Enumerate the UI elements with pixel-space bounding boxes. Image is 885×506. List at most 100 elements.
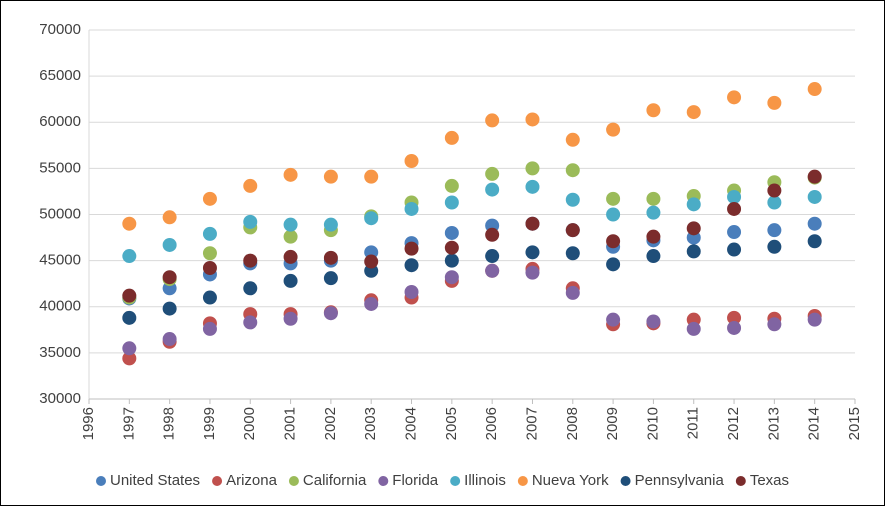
point (485, 249, 500, 264)
point (444, 130, 459, 145)
point (565, 163, 580, 178)
x-tick-label: 2003 (362, 407, 379, 440)
point (122, 216, 137, 231)
point (243, 315, 258, 330)
point (283, 311, 298, 326)
legend-label: California (303, 472, 367, 489)
point (767, 317, 782, 332)
x-tick-label: 2008 (564, 407, 581, 440)
x-tick-label: 2013 (765, 407, 782, 440)
point (122, 341, 137, 356)
point (162, 270, 177, 285)
point (525, 112, 540, 127)
point (767, 183, 782, 198)
point (404, 153, 419, 168)
point (646, 191, 661, 206)
point (565, 246, 580, 261)
y-tick-label: 55000 (39, 159, 81, 176)
legend-label: Pennsylvania (635, 472, 725, 489)
legend-marker (620, 476, 631, 486)
point (202, 261, 217, 276)
point (202, 226, 217, 241)
point (323, 169, 338, 184)
point (444, 240, 459, 255)
point (243, 281, 258, 296)
point (122, 249, 137, 264)
point (606, 312, 621, 327)
point (686, 197, 701, 212)
legend-label: United States (110, 472, 200, 489)
point (646, 314, 661, 329)
point (646, 229, 661, 244)
point (404, 284, 419, 299)
point (727, 225, 742, 240)
point (323, 250, 338, 265)
y-tick-label: 60000 (39, 113, 81, 130)
point (485, 263, 500, 278)
point (606, 234, 621, 249)
x-tick-label: 2001 (282, 407, 299, 440)
point (727, 90, 742, 105)
point (767, 95, 782, 110)
point (686, 244, 701, 259)
point (202, 246, 217, 261)
point (122, 310, 137, 325)
point (202, 290, 217, 305)
x-tick-label: 2010 (644, 407, 661, 440)
legend-label: Florida (392, 472, 439, 489)
point (525, 245, 540, 260)
point (485, 166, 500, 181)
point (485, 182, 500, 197)
point (807, 82, 822, 97)
x-tick-label: 2002 (322, 407, 339, 440)
point (686, 221, 701, 236)
point (807, 216, 822, 231)
point (283, 217, 298, 232)
point (444, 225, 459, 240)
point (767, 239, 782, 254)
point (807, 312, 822, 327)
point (162, 210, 177, 225)
legend-marker (378, 476, 389, 486)
point (283, 229, 298, 244)
legend-marker (96, 476, 106, 486)
point (767, 223, 782, 238)
legend-marker (517, 476, 528, 486)
point (606, 207, 621, 222)
point (727, 320, 742, 335)
point (686, 105, 701, 120)
point (727, 310, 742, 325)
point (686, 321, 701, 336)
point (162, 332, 177, 347)
x-tick-label: 2011 (685, 407, 702, 439)
point (565, 192, 580, 207)
point (485, 227, 500, 242)
legend-marker (735, 476, 746, 486)
x-tick-label: 2004 (402, 407, 419, 440)
point (646, 249, 661, 264)
point (525, 161, 540, 176)
point (283, 249, 298, 264)
y-tick-label: 70000 (39, 21, 81, 38)
point (444, 270, 459, 285)
point (646, 103, 661, 118)
point (807, 234, 822, 249)
x-tick-label: 2005 (443, 407, 460, 440)
point (364, 211, 379, 226)
legend-marker (212, 476, 223, 486)
point (323, 217, 338, 232)
legend-label: Illinois (464, 472, 506, 489)
point (202, 321, 217, 336)
legend-marker (288, 476, 299, 486)
point (565, 285, 580, 300)
point (404, 258, 419, 273)
y-tick-label: 50000 (39, 205, 81, 222)
x-tick-label: 2009 (604, 407, 621, 440)
x-tick-label: 2014 (806, 407, 823, 440)
y-tick-label: 45000 (39, 252, 81, 269)
point (122, 288, 137, 303)
point (767, 195, 782, 210)
point (444, 195, 459, 210)
point (525, 216, 540, 231)
